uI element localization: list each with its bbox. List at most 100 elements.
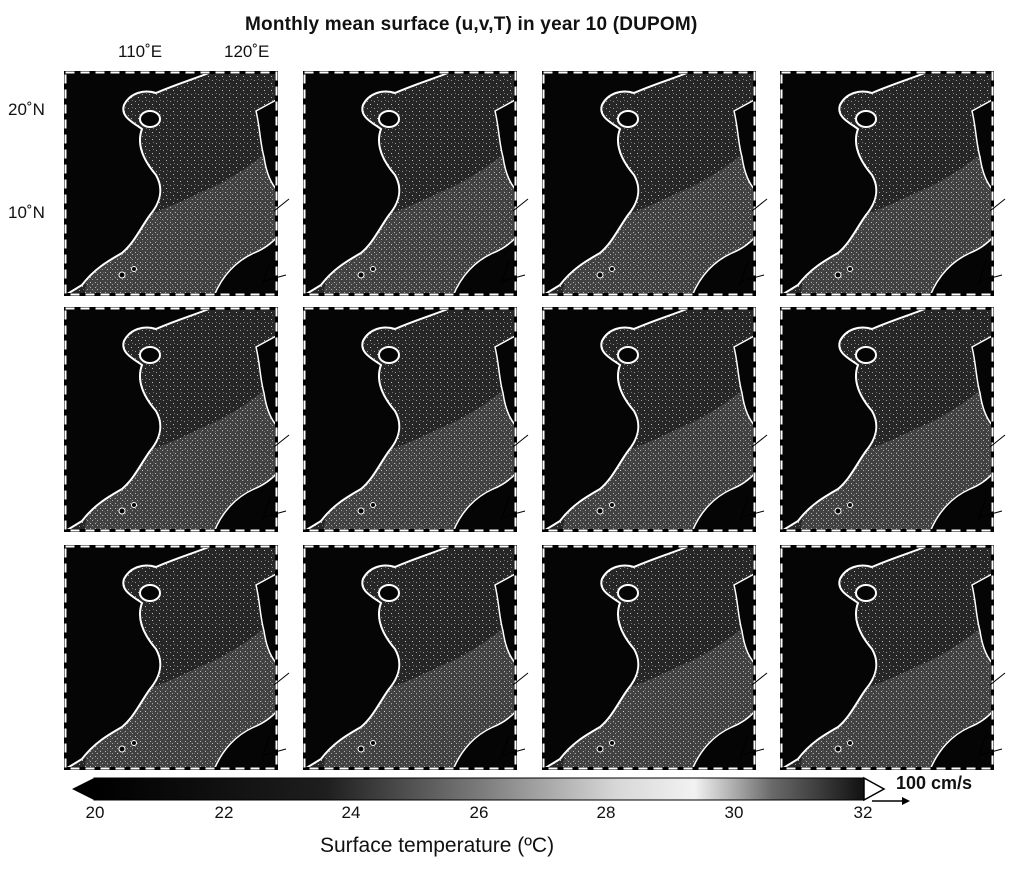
current-vector [263,274,287,282]
current-vector [741,748,765,756]
land-hainan [617,584,639,602]
land-hainan [139,584,161,602]
map-panel-month-6 [302,306,529,534]
current-vector [500,734,510,760]
land-indochina [302,544,454,772]
land-indochina [779,544,931,772]
colorbar-label: Surface temperature (ºC) [320,834,555,857]
current-vector [751,672,768,686]
lat-label-20n: 20˚N [8,100,45,119]
small-island [118,271,126,279]
current-vector [502,748,526,756]
current-vector [751,434,768,448]
map-panel-month-2 [302,70,529,298]
current-vector [261,496,271,522]
panel-frame-dash [303,545,517,770]
current-vector [273,672,290,686]
panel-frame-dash [780,71,994,296]
map-panel-month-11 [541,544,768,772]
current-vector [979,274,1003,282]
warm-sea-region [84,387,278,532]
figure-title: Monthly mean surface (u,v,T) in year 10 … [245,14,698,35]
colorbar-tick-30: 30 [724,803,744,822]
current-vector [512,198,529,212]
warm-sea-region [800,151,994,296]
land-indochina [779,70,931,298]
land-hainan [855,110,877,128]
land-indochina [63,306,215,534]
panel-frame-dash [303,71,517,296]
current-vector [263,748,287,756]
land-hainan [139,346,161,364]
warm-sea-region [800,387,994,532]
panel-frame-dash [780,545,994,770]
current-vector [512,672,529,686]
current-vector [739,734,749,760]
land-hainan [139,110,161,128]
map-panel-month-1 [63,70,290,298]
warm-sea-region [562,625,756,770]
vector-scale-arrow [872,797,910,805]
current-vector [741,510,765,518]
land-indochina [779,306,931,534]
land-indochina [302,70,454,298]
lon-label-110e: 110˚E [118,42,163,61]
map-panel-month-8 [779,306,1006,534]
current-vector [979,510,1003,518]
land-hainan [617,346,639,364]
current-vector [502,274,526,282]
small-island [370,740,376,746]
current-vector [977,734,987,760]
current-vector [739,260,749,286]
warm-sea-region [800,625,994,770]
land-hainan [378,110,400,128]
lat-label-10n: 10˚N [8,203,45,222]
panel-frame-dash [780,307,994,532]
current-vector [751,198,768,212]
lon-label-120e: 120˚E [224,42,270,61]
land-indochina [541,306,693,534]
current-vector [261,734,271,760]
warm-sea-region [562,387,756,532]
small-island [370,502,376,508]
current-vector [263,510,287,518]
land-indochina [302,306,454,534]
colorbar-tick-24: 24 [341,803,361,822]
current-vector [977,260,987,286]
small-island [834,271,842,279]
current-vector [989,198,1006,212]
colorbar-tick-32: 32 [853,803,873,822]
land-indochina [63,544,215,772]
current-vector [989,434,1006,448]
land-hainan [378,584,400,602]
current-vector [741,274,765,282]
current-vector [273,198,290,212]
map-panel-month-7 [541,306,768,534]
warm-sea-region [562,151,756,296]
small-island [847,740,853,746]
map-panel-month-10 [302,544,529,772]
small-island [131,502,137,508]
colorbar-bar [93,777,865,801]
vector-scale-label: 100 cm/s [896,773,973,793]
small-island [609,502,615,508]
colorbar-low-arrow [72,778,94,800]
land-hainan [855,584,877,602]
land-indochina [541,70,693,298]
warm-sea-region [323,151,517,296]
small-island [357,507,365,515]
panel-frame-dash [542,545,756,770]
small-island [131,740,137,746]
warm-sea-region [84,625,278,770]
current-vector [502,510,526,518]
panel-frame-dash [542,307,756,532]
land-indochina [63,70,215,298]
map-panel-month-12 [779,544,1006,772]
small-island [596,745,604,753]
small-island [118,507,126,515]
colorbar-tick-20: 20 [85,803,105,822]
current-vector [739,496,749,522]
land-hainan [378,346,400,364]
panel-frame-dash [64,307,278,532]
